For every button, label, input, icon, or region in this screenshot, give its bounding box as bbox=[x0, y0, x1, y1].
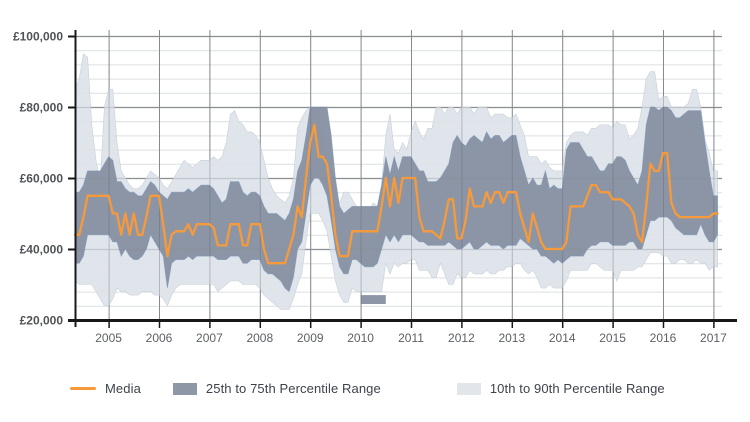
legend-item-25-75-range: 25th to 75th Percentile Range bbox=[172, 381, 381, 396]
x-axis-label: 2013 bbox=[498, 331, 525, 345]
band-10-90-swatch bbox=[456, 382, 481, 395]
median-line bbox=[73, 123, 719, 265]
chart-legend: Media 25th to 75th Percentile Range 10th… bbox=[70, 381, 665, 396]
salary-percentile-chart: £100,000 £80,000 £60,000 £40,000 £20,000 2005… bbox=[13, 30, 737, 346]
x-axis-label: 2009 bbox=[297, 331, 324, 345]
median-line-swatch bbox=[70, 387, 96, 390]
y-axis-label: £100,000 bbox=[13, 30, 63, 44]
band-25-75 bbox=[74, 106, 718, 293]
x-axis-label: 2005 bbox=[95, 331, 122, 345]
detached-band-fragment bbox=[360, 295, 386, 304]
axis-ticks: £100,000 £80,000 £60,000 £40,000 £20,000 2005… bbox=[13, 30, 727, 346]
x-axis-label: 2011 bbox=[398, 331, 424, 345]
x-axis-label: 2012 bbox=[448, 331, 475, 345]
x-axis-label: 2016 bbox=[650, 331, 677, 345]
gridlines-overlay bbox=[75, 30, 722, 320]
legend-label-10-90-range: 10th to 90th Percentile Range bbox=[489, 381, 665, 396]
x-axis-label: 2010 bbox=[347, 331, 374, 345]
legend-item-median: Media bbox=[70, 381, 141, 396]
band-25-75-swatch bbox=[172, 382, 197, 395]
legend-label-25-75-range: 25th to 75th Percentile Range bbox=[205, 381, 381, 396]
legend-label-median: Media bbox=[105, 381, 141, 396]
legend-item-10-90-range: 10th to 90th Percentile Range bbox=[456, 381, 665, 396]
x-axis-label: 2015 bbox=[599, 331, 626, 345]
y-axis-label: £60,000 bbox=[20, 172, 64, 186]
y-axis-label: £20,000 bbox=[20, 314, 64, 328]
x-axis-label: 2014 bbox=[549, 331, 576, 345]
y-axis-label: £80,000 bbox=[20, 101, 64, 115]
x-axis-label: 2008 bbox=[246, 331, 273, 345]
x-axis-label: 2017 bbox=[700, 331, 727, 345]
y-axis-label: £40,000 bbox=[20, 243, 64, 257]
x-axis-label: 2006 bbox=[146, 331, 173, 345]
x-axis-label: 2007 bbox=[196, 331, 223, 345]
